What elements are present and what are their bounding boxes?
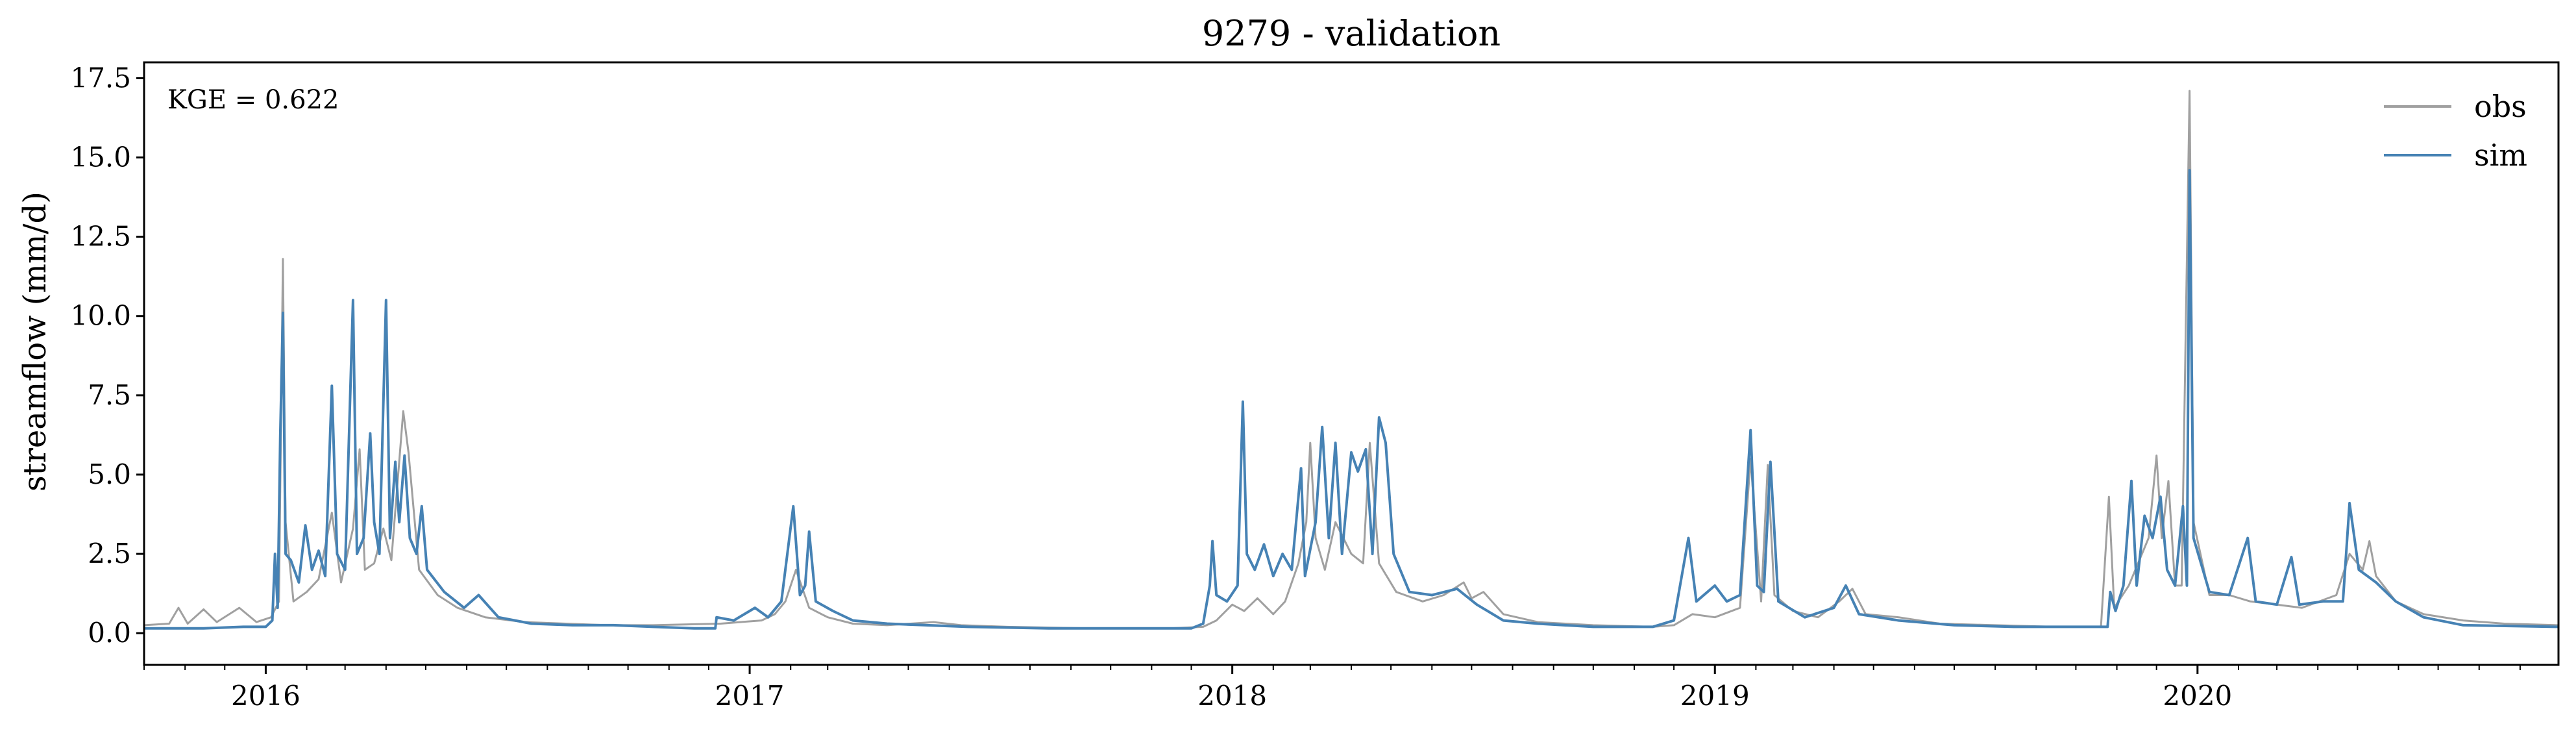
y-tick-label: 7.5 <box>88 379 131 411</box>
x-tick-label: 2018 <box>1197 680 1267 712</box>
y-tick-label: 12.5 <box>70 221 131 253</box>
y-tick-label: 5.0 <box>88 458 131 490</box>
y-tick-label: 17.5 <box>70 62 131 93</box>
x-tick-label: 2020 <box>2163 680 2232 712</box>
y-axis-label: streamflow (mm/d) <box>17 192 53 492</box>
series-lines <box>143 90 2559 630</box>
y-tick-label: 15.0 <box>70 142 131 173</box>
x-tick-label: 2019 <box>1680 680 1750 712</box>
legend-sim-label: sim <box>2474 138 2527 173</box>
x-axis-ticks: 2016 2017 2018 2019 2020 <box>143 665 2521 712</box>
chart-title: 9279 - validation <box>1202 13 1501 54</box>
legend-obs-label: obs <box>2474 89 2527 124</box>
y-tick-label: 0.0 <box>88 617 131 649</box>
y-axis-ticks: 0.0 2.5 5.0 7.5 10.0 12.5 15.0 17.5 <box>70 62 144 649</box>
series-sim-line <box>144 169 2559 630</box>
y-tick-label: 2.5 <box>88 538 131 569</box>
x-tick-label: 2017 <box>715 680 785 712</box>
legend: obs sim <box>2384 89 2527 173</box>
y-tick-label: 10.0 <box>70 300 131 332</box>
x-tick-label: 2016 <box>231 680 301 712</box>
kge-annotation: KGE = 0.622 <box>167 85 339 115</box>
plot-frame <box>143 61 2560 666</box>
